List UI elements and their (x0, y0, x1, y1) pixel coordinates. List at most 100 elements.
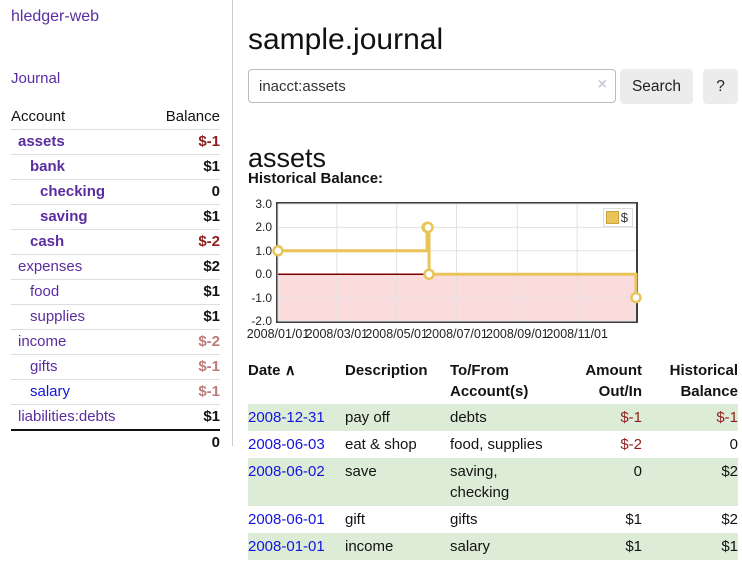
x-axis-tick-label: 2008/01/01 (246, 327, 310, 341)
account-link-saving[interactable]: saving (40, 208, 88, 225)
account-row: saving $1 (11, 204, 220, 230)
transaction-amount: $-1 (560, 404, 642, 431)
account-row: gifts $-1 (11, 354, 220, 380)
search-form: × Search ? (248, 69, 742, 104)
account-row: income $-2 (11, 329, 220, 355)
y-axis-tick-label: -2.0 (251, 314, 272, 328)
transaction-amount: $1 (625, 511, 642, 528)
account-link-liabilities-debts[interactable]: liabilities:debts (18, 408, 116, 425)
transaction-accounts: saving, checking (450, 458, 560, 506)
transaction-date-link[interactable]: 2008-01-01 (248, 538, 325, 555)
account-link-cash[interactable]: cash (30, 233, 65, 250)
account-balance: $1 (148, 154, 220, 180)
transaction-row: 2008-06-03 eat & shop food, supplies $-2… (248, 431, 738, 458)
y-axis-tick-label: 3.0 (255, 197, 272, 211)
y-axis-tick-label: -1.0 (251, 290, 272, 305)
transaction-row: 2008-06-01 gift gifts $1 $2 (248, 506, 738, 533)
sort-ascending-icon: ∧ (284, 362, 296, 379)
account-link-bank[interactable]: bank (30, 158, 66, 175)
transaction-amount: $1 (560, 533, 642, 560)
account-balance: $1 (148, 279, 220, 305)
page-title: sample.journal (248, 23, 444, 57)
clear-search-icon[interactable]: × (597, 76, 607, 93)
account-heading: assets (248, 143, 327, 174)
transaction-date-link[interactable]: 2008-12-31 (248, 409, 325, 426)
chart-plot: $ (272, 202, 642, 323)
chart-title: Historical Balance: (248, 170, 384, 187)
account-balance: $2 (148, 254, 220, 280)
account-row: checking 0 (11, 179, 220, 205)
sidebar: hledger-web Journal Account Balance asse… (0, 0, 233, 455)
x-axis-tick-label: 2008/05/01 (365, 327, 428, 341)
search-button[interactable]: Search (620, 69, 693, 104)
register-header-row: Date ∧ Description To/From Account(s) Am… (248, 358, 738, 404)
account-link-food[interactable]: food (30, 283, 60, 300)
account-link-supplies[interactable]: supplies (30, 308, 86, 325)
account-link-assets[interactable]: assets (18, 133, 65, 150)
transaction-amount: 0 (560, 458, 642, 506)
account-balance: $1 (148, 204, 220, 230)
account-link-checking[interactable]: checking (40, 183, 106, 200)
search-input[interactable] (248, 69, 616, 103)
account-link-salary[interactable]: salary (30, 383, 71, 400)
transaction-balance: 0 (729, 436, 738, 453)
accounts-column-header: To/From Account(s) (450, 362, 529, 400)
account-balance: $-2 (148, 329, 220, 355)
y-axis-tick-label: 1.0 (255, 243, 272, 258)
transaction-row: 2008-12-31 pay off debts $-1 $-1 (248, 404, 738, 431)
account-column-header: Account (11, 108, 66, 125)
transaction-description: income (345, 533, 450, 560)
transaction-description: save (345, 458, 450, 506)
account-row: bank $1 (11, 154, 220, 180)
chart-legend: $ (602, 208, 633, 227)
search-box: × (248, 69, 616, 104)
account-link-gifts[interactable]: gifts (30, 358, 58, 375)
app-brand-link[interactable]: hledger-web (11, 8, 100, 25)
help-button[interactable]: ? (703, 69, 738, 104)
x-axis-tick-label: 2008/11/01 (546, 327, 608, 341)
transaction-accounts: debts (450, 404, 560, 431)
sidebar-item-journal[interactable]: Journal (11, 70, 61, 87)
account-link-expenses[interactable]: expenses (18, 258, 83, 275)
account-row: supplies $1 (11, 304, 220, 330)
y-axis-tick-label: 2.0 (255, 220, 272, 235)
description-column-header: Description (345, 362, 428, 379)
transaction-date-link[interactable]: 2008-06-01 (248, 511, 325, 528)
balance-column-header: Balance (165, 108, 220, 125)
x-axis-tick-label: 2008/09/01 (486, 327, 549, 341)
main-content: sample.journal × Search ? assets Histori… (247, 0, 742, 582)
account-row: expenses $2 (11, 254, 220, 280)
transaction-balance: $1 (642, 533, 738, 560)
transaction-balance: $2 (721, 511, 738, 528)
transaction-date-link[interactable]: 2008-06-03 (248, 436, 325, 453)
account-balance: 0 (148, 179, 220, 205)
accounts-table: Account Balance assets $-1 bank $1 check… (11, 105, 220, 455)
accounts-table-header: Account Balance (11, 105, 220, 130)
account-balance: $-1 (148, 354, 220, 380)
transaction-row: 2008-06-02 save saving, checking 0 $2 (248, 458, 738, 506)
account-row: assets $-1 (11, 129, 220, 155)
account-row: food $1 (11, 279, 220, 305)
amount-column-header: Amount Out/In (585, 362, 642, 400)
transaction-accounts: food, supplies (450, 436, 543, 453)
transaction-balance: $2 (642, 458, 738, 506)
x-axis-tick-label: 2008/07/01 (425, 327, 488, 341)
transaction-balance: $-1 (642, 404, 738, 431)
balance-column-header: Historical Balance (669, 362, 738, 400)
account-link-income[interactable]: income (18, 333, 67, 350)
transaction-date-link[interactable]: 2008-06-02 (248, 463, 325, 480)
transaction-description: gift (345, 511, 366, 528)
balance-chart: 3.0 2.0 1.0 0.0 -1.0 -2.0 $ 2008/01/01 2008/03… (247, 197, 742, 346)
date-column-header[interactable]: Date ∧ (248, 362, 296, 379)
account-balance: $-1 (148, 129, 220, 155)
account-row: salary $-1 (11, 379, 220, 405)
account-balance: $1 (148, 404, 220, 430)
account-balance: $-1 (148, 379, 220, 405)
accounts-total-balance: 0 (148, 429, 220, 455)
accounts-total-row: 0 (11, 429, 220, 455)
transaction-description: pay off (345, 404, 450, 431)
account-row: cash $-2 (11, 229, 220, 255)
transaction-description: eat & shop (345, 436, 417, 453)
legend-swatch-icon (605, 211, 619, 224)
x-axis-tick-label: 2008/03/01 (305, 327, 369, 341)
